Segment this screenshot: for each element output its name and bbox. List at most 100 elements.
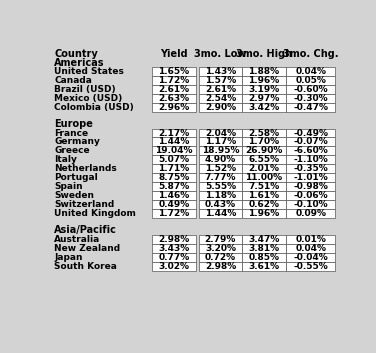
Bar xyxy=(152,191,196,200)
Bar xyxy=(199,244,242,253)
Bar xyxy=(152,200,196,209)
Text: 0.01%: 0.01% xyxy=(295,235,326,244)
Text: -0.35%: -0.35% xyxy=(293,164,328,173)
Text: 2.90%: 2.90% xyxy=(205,103,236,112)
Text: -0.04%: -0.04% xyxy=(293,253,328,262)
Text: 0.09%: 0.09% xyxy=(295,209,326,218)
Text: Asia/Pacific: Asia/Pacific xyxy=(54,225,117,235)
Text: 7.77%: 7.77% xyxy=(205,173,236,183)
Bar xyxy=(199,253,242,262)
Text: 1.18%: 1.18% xyxy=(205,191,236,200)
Bar xyxy=(286,262,335,271)
Text: Yield: Yield xyxy=(160,49,188,59)
Bar xyxy=(286,244,335,253)
Bar xyxy=(286,164,335,173)
Text: 2.17%: 2.17% xyxy=(158,128,190,138)
Text: -0.30%: -0.30% xyxy=(293,94,328,103)
Bar xyxy=(242,253,286,262)
Text: Netherlands: Netherlands xyxy=(54,164,117,173)
Text: -0.60%: -0.60% xyxy=(293,85,328,94)
Text: 3mo. High: 3mo. High xyxy=(236,49,292,59)
Bar xyxy=(242,146,286,155)
Bar xyxy=(152,253,196,262)
Text: 3.02%: 3.02% xyxy=(158,262,189,271)
Text: Europe: Europe xyxy=(54,119,93,129)
Bar xyxy=(242,173,286,183)
Text: 3mo. Low: 3mo. Low xyxy=(194,49,247,59)
Text: -0.10%: -0.10% xyxy=(293,200,328,209)
Text: 1.72%: 1.72% xyxy=(158,209,190,218)
Text: Germany: Germany xyxy=(54,137,100,146)
Text: -6.60%: -6.60% xyxy=(293,146,328,155)
Bar xyxy=(199,67,242,76)
Bar xyxy=(286,183,335,191)
Bar xyxy=(199,103,242,112)
Bar xyxy=(286,209,335,218)
Bar xyxy=(242,164,286,173)
Text: 1.52%: 1.52% xyxy=(205,164,236,173)
Text: 1.43%: 1.43% xyxy=(205,67,236,76)
Text: -0.98%: -0.98% xyxy=(293,183,328,191)
Text: 2.54%: 2.54% xyxy=(205,94,236,103)
Text: -1.01%: -1.01% xyxy=(293,173,328,183)
Text: -0.06%: -0.06% xyxy=(293,191,328,200)
Text: Switzerland: Switzerland xyxy=(54,200,115,209)
Bar xyxy=(286,128,335,138)
Text: 2.96%: 2.96% xyxy=(158,103,190,112)
Text: -0.55%: -0.55% xyxy=(293,262,328,271)
Text: -1.10%: -1.10% xyxy=(293,155,328,164)
Text: 1.71%: 1.71% xyxy=(158,164,190,173)
Bar xyxy=(286,76,335,85)
Bar xyxy=(199,164,242,173)
Text: 0.85%: 0.85% xyxy=(249,253,280,262)
Bar xyxy=(152,183,196,191)
Bar xyxy=(242,94,286,103)
Bar xyxy=(152,164,196,173)
Text: 3.42%: 3.42% xyxy=(249,103,280,112)
Bar xyxy=(242,103,286,112)
Text: 0.62%: 0.62% xyxy=(249,200,280,209)
Bar xyxy=(199,155,242,164)
Bar xyxy=(199,85,242,94)
Bar xyxy=(152,146,196,155)
Bar xyxy=(199,146,242,155)
Bar xyxy=(286,138,335,146)
Bar xyxy=(242,128,286,138)
Bar xyxy=(199,200,242,209)
Bar xyxy=(152,128,196,138)
Bar xyxy=(286,67,335,76)
Text: 3mo. Chg.: 3mo. Chg. xyxy=(283,49,338,59)
Bar xyxy=(286,103,335,112)
Text: 3.20%: 3.20% xyxy=(205,244,236,253)
Text: 1.61%: 1.61% xyxy=(249,191,280,200)
Text: 1.17%: 1.17% xyxy=(205,137,236,146)
Text: 5.07%: 5.07% xyxy=(158,155,190,164)
Text: France: France xyxy=(54,128,88,138)
Text: 2.04%: 2.04% xyxy=(205,128,236,138)
Text: -0.07%: -0.07% xyxy=(293,137,328,146)
Text: 19.04%: 19.04% xyxy=(155,146,193,155)
Bar xyxy=(286,94,335,103)
Text: 0.77%: 0.77% xyxy=(158,253,190,262)
Text: 18.95%: 18.95% xyxy=(202,146,239,155)
Bar xyxy=(152,103,196,112)
Bar xyxy=(286,155,335,164)
Text: Spain: Spain xyxy=(54,183,83,191)
Text: 2.79%: 2.79% xyxy=(205,235,236,244)
Text: 2.01%: 2.01% xyxy=(249,164,280,173)
Bar xyxy=(152,67,196,76)
Text: Australia: Australia xyxy=(54,235,100,244)
Bar xyxy=(152,85,196,94)
Text: 1.96%: 1.96% xyxy=(249,76,280,85)
Bar xyxy=(152,209,196,218)
Bar xyxy=(152,235,196,244)
Text: 1.44%: 1.44% xyxy=(205,209,236,218)
Text: 3.61%: 3.61% xyxy=(249,262,280,271)
Bar xyxy=(152,155,196,164)
Text: 1.70%: 1.70% xyxy=(249,137,280,146)
Text: Japan: Japan xyxy=(54,253,83,262)
Text: Canada: Canada xyxy=(54,76,92,85)
Text: 2.97%: 2.97% xyxy=(249,94,280,103)
Text: 0.05%: 0.05% xyxy=(295,76,326,85)
Text: 2.58%: 2.58% xyxy=(249,128,280,138)
